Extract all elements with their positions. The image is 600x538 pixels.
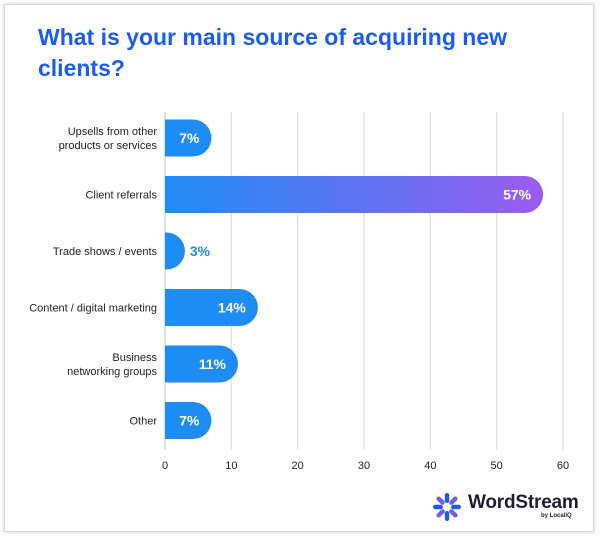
chart-frame [4,4,594,532]
x-tick-label: 20 [292,460,304,472]
x-axis-ticks: 0 10 20 30 40 50 60 [162,460,569,472]
bar [165,176,544,213]
x-tick-label: 10 [225,460,237,472]
bar-value-label: 11% [199,356,227,372]
category-label: Client referrals [85,190,157,202]
x-tick-label: 50 [491,460,503,472]
chart-title: What is your main source of acquiring ne… [38,24,508,81]
x-tick-label: 60 [557,460,569,472]
bar [165,345,238,383]
category-labels: 7% Upsells from other products or services… [29,126,531,429]
wordstream-logo: WordStream by LocaliQ [432,490,582,526]
wordstream-starburst-icon [433,493,461,521]
bar-value-label: 57% [503,187,532,203]
x-tick-label: 40 [424,460,436,472]
grid-lines [164,112,564,450]
bar [165,119,212,157]
bar-value-label: 7% [179,130,200,146]
category-label: Trade shows / events [53,246,158,258]
category-label: products or services [59,140,158,152]
bar [165,232,185,270]
bar [165,402,212,439]
bar [165,289,258,326]
bar-value-label: 7% [179,413,200,429]
bar-value-label: 14% [218,300,247,316]
x-tick-label: 30 [358,460,370,472]
category-label: Business [112,352,157,364]
brand-subtitle: by LocaliQ [541,513,572,519]
bar-value-label: 3% [190,243,211,259]
category-label: Other [129,416,157,428]
brand-name: WordStream [468,492,579,513]
category-label: networking groups [67,366,157,378]
x-tick-label: 0 [162,460,168,472]
bars [165,119,544,439]
category-label: Upsells from other [68,126,158,138]
category-label: Content / digital marketing [29,303,157,315]
